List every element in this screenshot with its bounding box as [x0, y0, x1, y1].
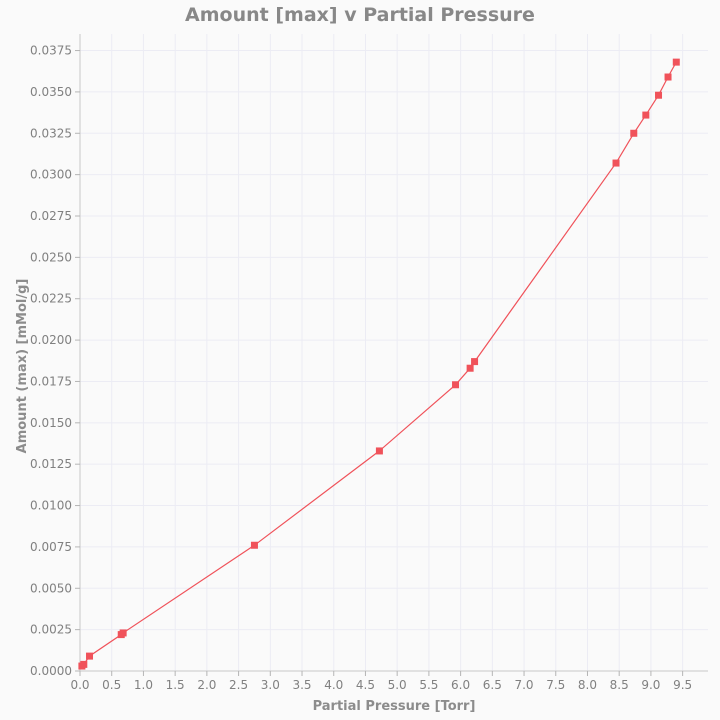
y-axis-label: Amount (max) [mMol/g]	[15, 279, 30, 454]
x-tick-label: 0.5	[102, 678, 121, 692]
x-tick-label: 3.5	[292, 678, 311, 692]
y-tick-label: 0.0300	[30, 168, 72, 182]
y-tick-label: 0.0275	[30, 209, 72, 223]
y-axis-ticks: 0.0000 0.0025 0.0050 0.0075 0.0100 0.0125 0.01…	[30, 44, 80, 678]
y-tick-label: 0.0350	[30, 85, 72, 99]
data-point	[642, 111, 650, 119]
y-tick-label: 0.0075	[30, 540, 72, 554]
data-point	[375, 447, 383, 455]
data-point	[466, 364, 474, 372]
x-tick-label: 0.0	[70, 678, 89, 692]
x-axis-ticks: 0.0 0.5 1.0 1.5 2.0 2.5 3.0 3.5 4.0 4.5 5.0 5.5 6.0 6…	[70, 671, 692, 692]
data-point	[119, 629, 127, 637]
x-tick-label: 8.5	[610, 678, 629, 692]
y-tick-label: 0.0200	[30, 333, 72, 347]
series-line	[81, 61, 677, 667]
x-tick-label: 3.0	[261, 678, 280, 692]
series	[78, 58, 680, 670]
data-point	[672, 58, 680, 66]
y-tick-label: 0.0125	[30, 457, 72, 471]
x-tick-label: 2.5	[229, 678, 248, 692]
x-tick-label: 5.0	[388, 678, 407, 692]
chart-title: Amount [max] v Partial Pressure	[185, 4, 535, 26]
data-point	[452, 381, 460, 389]
y-tick-label: 0.0250	[30, 250, 72, 264]
x-tick-label: 1.0	[134, 678, 153, 692]
x-tick-label: 1.5	[166, 678, 185, 692]
y-tick-label: 0.0000	[30, 664, 72, 678]
data-point	[612, 159, 620, 167]
x-tick-label: 4.5	[356, 678, 375, 692]
data-point	[655, 91, 663, 99]
grid	[79, 34, 708, 672]
y-tick-label: 0.0025	[30, 623, 72, 637]
x-tick-label: 2.0	[197, 678, 216, 692]
x-tick-label: 9.0	[641, 678, 660, 692]
data-point	[80, 660, 88, 668]
y-tick-label: 0.0325	[30, 126, 72, 140]
x-tick-label: 7.5	[546, 678, 565, 692]
data-point	[86, 652, 94, 660]
y-tick-label: 0.0375	[30, 44, 72, 58]
x-tick-label: 6.5	[483, 678, 502, 692]
y-tick-label: 0.0100	[30, 499, 72, 513]
x-tick-label: 5.5	[419, 678, 438, 692]
x-tick-label: 8.0	[578, 678, 597, 692]
x-tick-label: 4.0	[324, 678, 343, 692]
data-point	[630, 129, 638, 137]
x-tick-label: 7.0	[514, 678, 533, 692]
y-tick-label: 0.0175	[30, 374, 72, 388]
axes	[79, 34, 708, 672]
data-point	[471, 358, 479, 366]
data-point	[250, 541, 258, 549]
y-tick-label: 0.0225	[30, 292, 72, 306]
x-axis-label: Partial Pressure [Torr]	[313, 699, 476, 714]
x-tick-label: 6.0	[451, 678, 470, 692]
y-tick-label: 0.0150	[30, 416, 72, 430]
data-point	[664, 73, 672, 81]
x-tick-label: 9.5	[673, 678, 692, 692]
y-tick-label: 0.0050	[30, 581, 72, 595]
